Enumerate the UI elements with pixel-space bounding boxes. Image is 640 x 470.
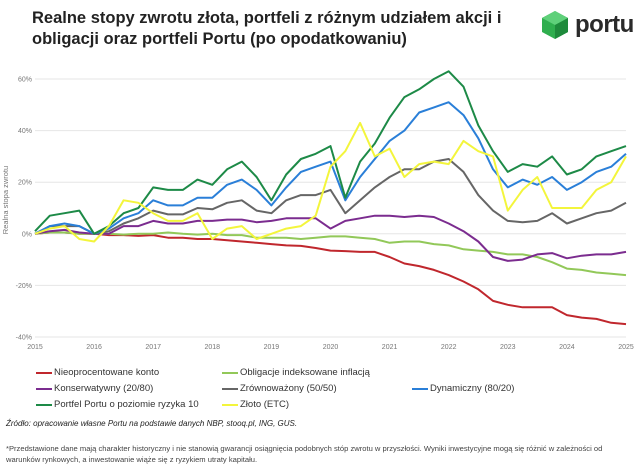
legend-item: Portfel Portu o poziomie ryzyka 10: [36, 399, 199, 410]
legend-label: Nieoprocentowane konto: [54, 367, 160, 378]
x-tick-label: 2020: [323, 344, 339, 351]
series-line-2: [34, 214, 627, 262]
x-tick-label: 2023: [500, 344, 516, 351]
series-line-3: [34, 158, 627, 235]
y-tick-label: -40%: [16, 335, 32, 342]
legend-swatch: [222, 387, 238, 390]
green-hexagon-cube-icon: [542, 11, 568, 39]
portu-logo: portu: [540, 10, 634, 40]
series-line-4: [34, 101, 627, 235]
y-tick-label: 20%: [18, 180, 32, 187]
x-tick-label: 2021: [382, 344, 398, 351]
legend-item: Konserwatywny (20/80): [36, 383, 153, 394]
legend-label: Złoto (ETC): [240, 399, 290, 410]
legend-label: Obligacje indeksowane inflacją: [240, 367, 370, 378]
series-line-1: [34, 231, 627, 277]
line-chart: Realna stopa zwrotu 60% 40% 20% 0% -20% -40% 2…: [1, 70, 634, 351]
legend-item: Nieoprocentowane konto: [36, 367, 159, 378]
legend-item: Złoto (ETC): [222, 399, 289, 410]
chart-title: Realne stopy zwrotu złota, portfeli z ró…: [32, 9, 502, 48]
legend-item: Zrównoważony (50/50): [222, 383, 337, 394]
y-tick-label: 60%: [18, 77, 32, 84]
x-tick-label: 2015: [27, 344, 43, 351]
y-axis-label: Realna stopa zwrotu: [1, 166, 10, 234]
legend-label: Dynamiczny (80/20): [430, 383, 515, 394]
legend-swatch: [36, 387, 52, 390]
legend-label: Konserwatywny (20/80): [54, 383, 154, 394]
logo-text: portu: [575, 11, 634, 38]
x-tick-label: 2024: [559, 344, 575, 351]
legend-swatch: [36, 403, 52, 406]
legend-item: Dynamiczny (80/20): [412, 383, 514, 394]
y-tick-label: 0%: [22, 231, 32, 238]
disclaimer: *Przedstawione dane mają charakter histo…: [6, 444, 603, 464]
legend-swatch: [222, 403, 238, 406]
x-tick-label: 2016: [86, 344, 102, 351]
source-note: Źródło: opracowanie własne Portu na pods…: [6, 419, 298, 428]
series-line-0: [34, 231, 627, 326]
legend-label: Zrównoważony (50/50): [240, 383, 337, 394]
legend-swatch: [222, 371, 238, 374]
series-line-5: [34, 70, 627, 235]
series-line-6: [34, 121, 627, 243]
legend-item: Obligacje indeksowane inflacją: [222, 367, 370, 378]
x-tick-label: 2022: [441, 344, 457, 351]
y-tick-label: 40%: [18, 128, 32, 135]
x-tick-label: 2025: [618, 344, 634, 351]
legend-swatch: [412, 387, 428, 390]
x-tick-label: 2018: [205, 344, 221, 351]
x-tick-label: 2019: [264, 344, 280, 351]
y-tick-label: -20%: [16, 283, 32, 290]
x-tick-label: 2017: [145, 344, 161, 351]
legend-swatch: [36, 371, 52, 374]
legend-label: Portfel Portu o poziomie ryzyka 10: [54, 399, 199, 410]
